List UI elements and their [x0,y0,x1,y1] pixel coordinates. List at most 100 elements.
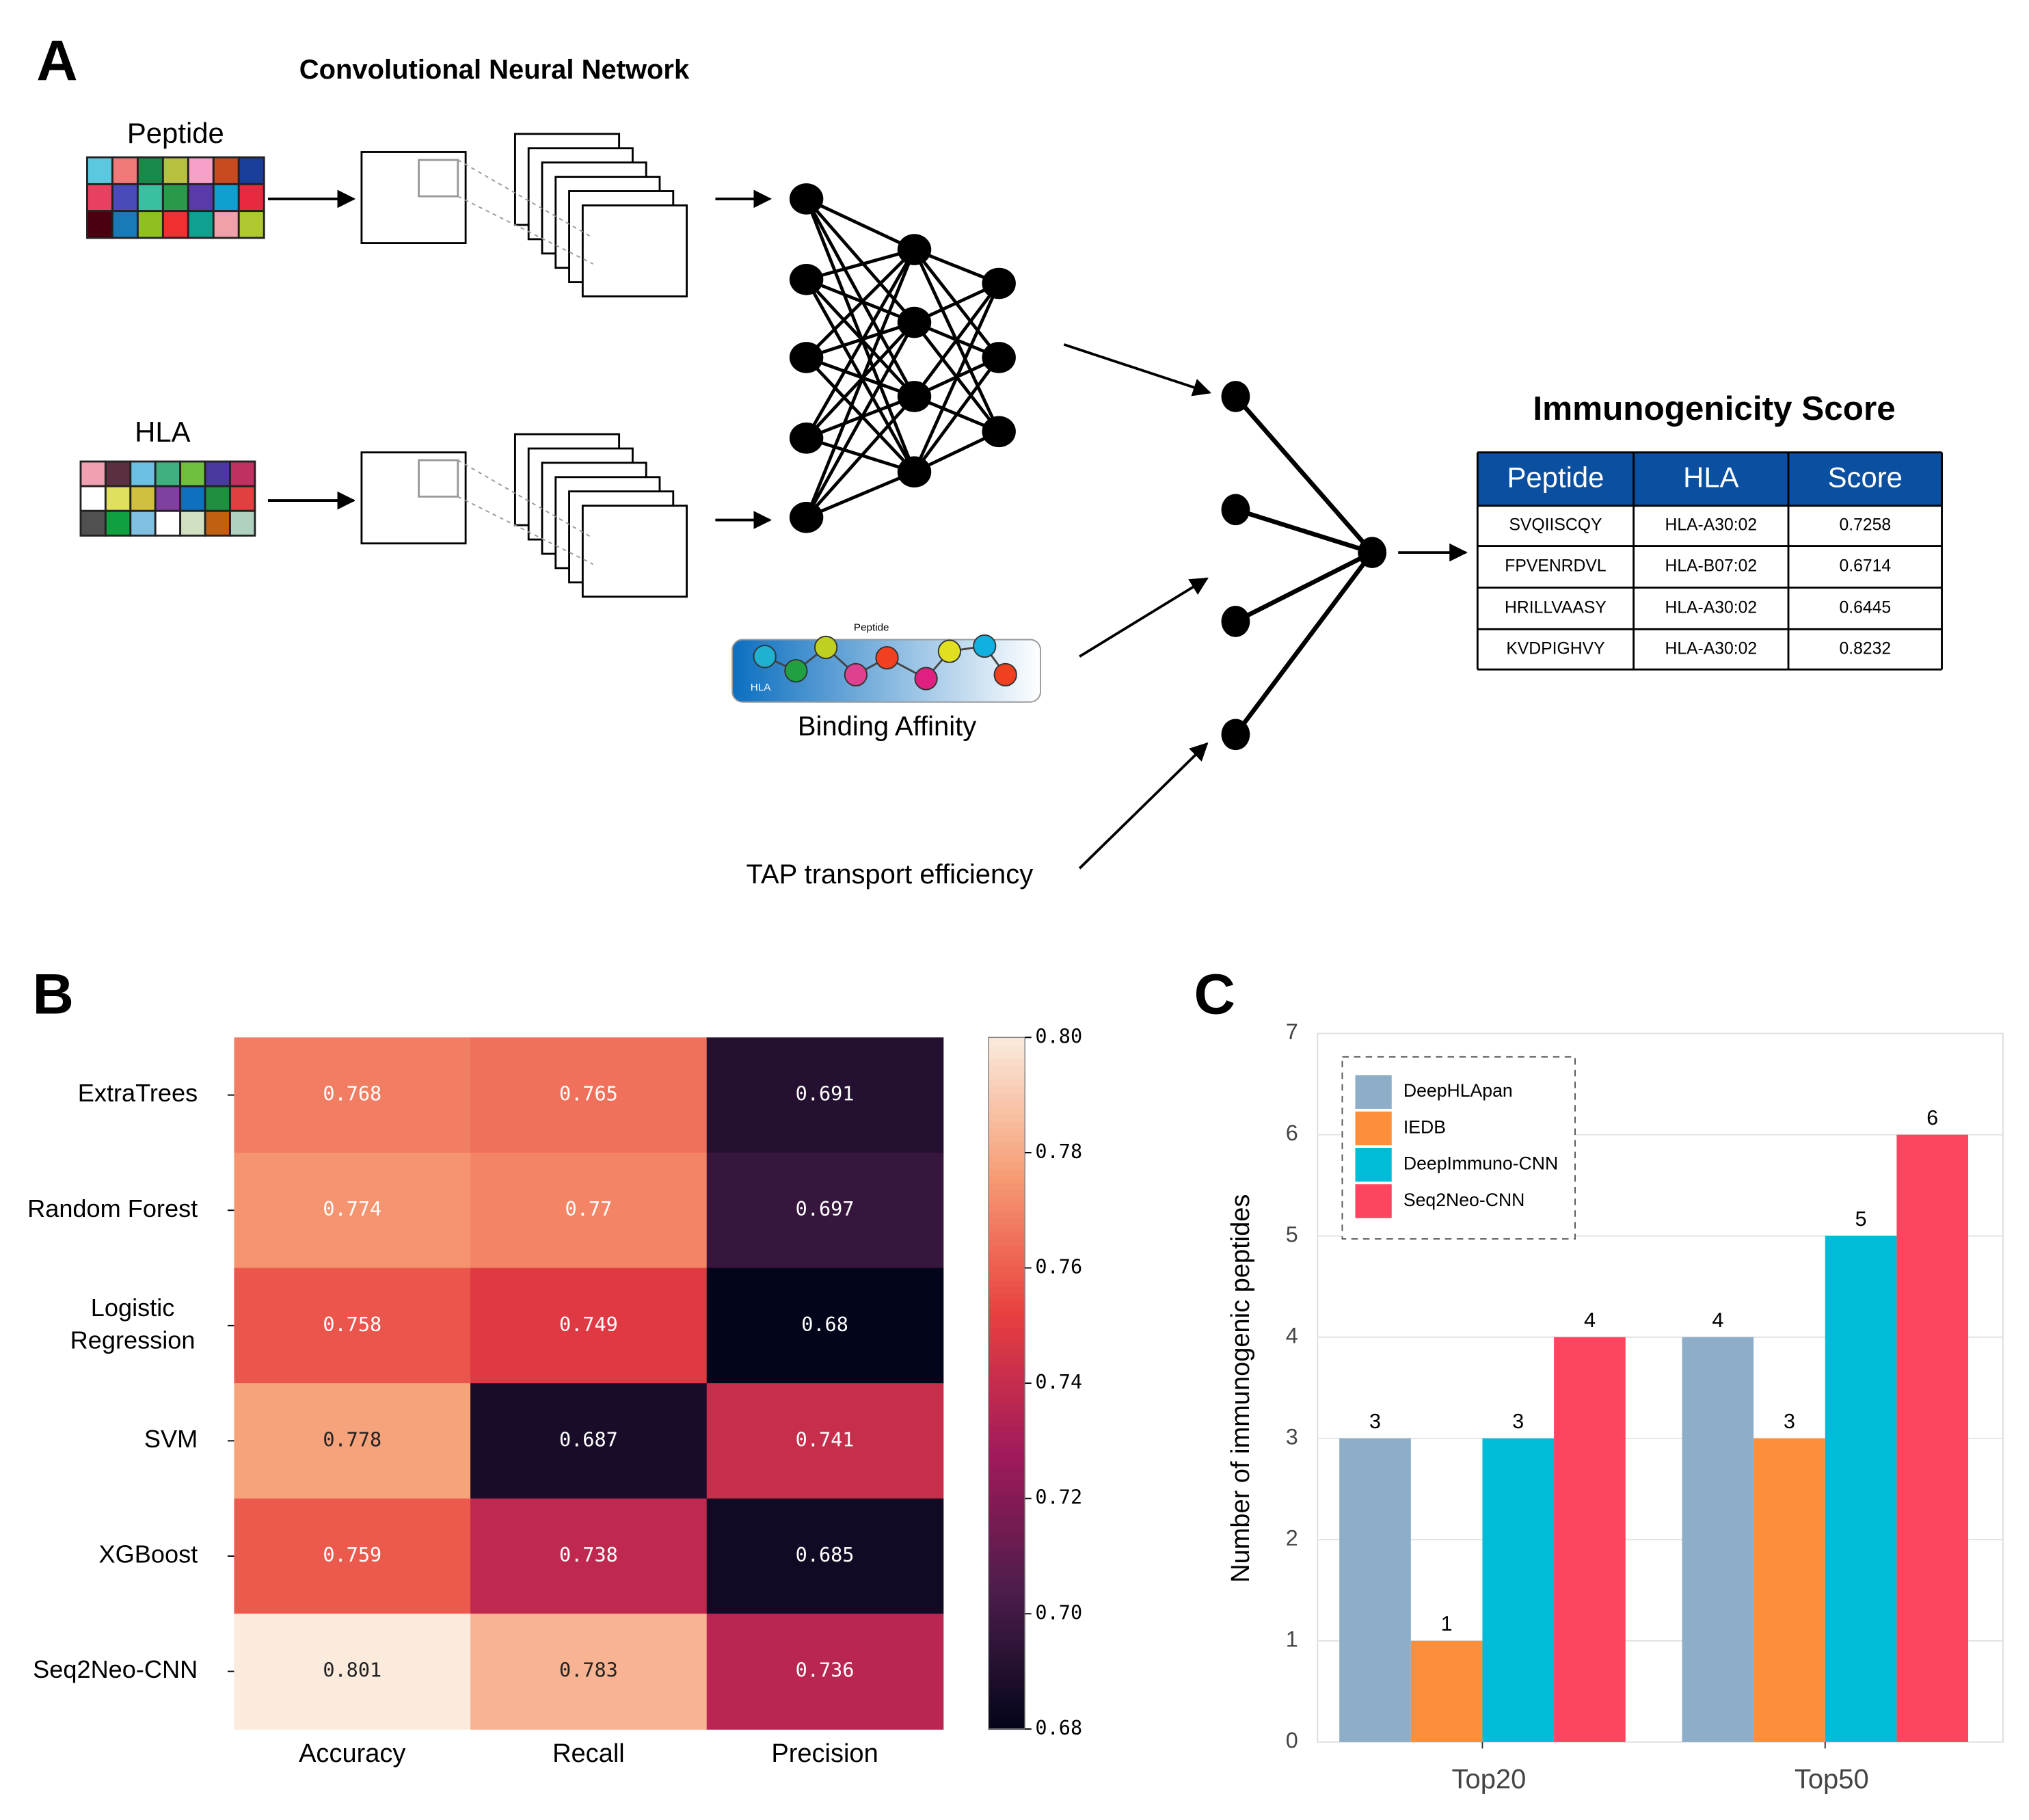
input-cell [187,210,215,239]
colorbar-step [988,1639,1025,1647]
colorbar-step [988,1175,1025,1183]
input-cell [237,183,265,213]
cell-label: 0.749 [559,1313,618,1336]
cell-label: 0.685 [796,1544,855,1566]
table-cell: 0.7258 [1839,516,1891,535]
colorbar-step [988,1286,1025,1294]
input-cell [129,509,157,537]
colorbar-step [988,1065,1025,1073]
input-cell [212,156,240,185]
y-tick-label: 3 [1286,1424,1298,1449]
heatmap-cell [234,1614,472,1730]
bead [784,659,808,683]
colorbar-step [988,1424,1025,1433]
legend-swatch [1355,1075,1392,1109]
colorbar-step [988,1583,1025,1592]
input-cell [187,183,215,213]
input-cell [161,210,189,239]
input-cell [129,485,157,512]
edge [805,248,916,359]
neuron [789,501,824,533]
heatmap-cell [706,1498,944,1615]
y-axis-label: Number of immunogenic peptides [1226,1194,1255,1583]
panel-label: C [1194,961,1235,1026]
row-label: XGBoost [99,1540,198,1568]
table-header: Score [1828,461,1903,494]
colorbar-step [988,1570,1025,1578]
cell-label: 0.758 [323,1313,381,1336]
input-cell [154,509,182,537]
table-header: HLA [1683,461,1738,494]
table-cell: 0.6445 [1839,598,1891,617]
colorbar-step [988,1348,1025,1356]
colorbar-step [988,1037,1025,1045]
neuron [1358,537,1387,568]
peptide-label: Peptide [127,117,224,149]
colorbar-tick-label: 0.68 [1035,1717,1082,1739]
colorbar-step [988,1196,1025,1205]
input-cell [204,460,231,487]
table-header: Peptide [1507,461,1604,494]
colorbar-step [988,1127,1025,1136]
colorbar-step [988,1652,1025,1661]
projection [457,496,593,565]
input-cell [136,183,164,213]
colorbar-step [988,1328,1025,1336]
colorbar-step [988,1625,1025,1633]
colorbar-step [988,1493,1025,1502]
colorbar-step [988,1086,1025,1094]
edge [1234,550,1373,624]
neuron [897,234,932,265]
cnn-title: Convolutional Neural Network [299,55,690,85]
colorbar-step [988,1148,1025,1156]
heatmap-cell [234,1152,472,1269]
table-cell: 0.6714 [1839,557,1891,576]
input-cell [229,485,256,512]
heatmap-cell [470,1152,708,1269]
column-label: Precision [771,1739,878,1768]
legend-swatch [1355,1111,1392,1146]
neuron [982,416,1016,448]
heatmap-cell [234,1268,472,1384]
input-cell [79,460,107,487]
input-cell [104,509,132,537]
neuron [789,422,824,454]
value-label: 4 [1712,1309,1723,1332]
input-cell [86,156,113,185]
colorbar-step [988,1203,1025,1212]
input-cell [161,156,189,185]
input-cell [229,460,256,487]
table-cell: SVQIISCQY [1509,516,1602,535]
table-cell: HLA-A30:02 [1665,639,1757,658]
colorbar-step [988,1445,1025,1454]
bar [1339,1438,1411,1742]
colorbar-step [988,1099,1025,1108]
legend-label: Seq2Neo-CNN [1403,1190,1525,1210]
colorbar-step [988,1431,1025,1440]
edge [1233,551,1374,736]
input-cell [161,183,189,213]
conv-input [360,451,467,545]
neuron [897,306,932,338]
cell-label: 0.768 [323,1083,381,1106]
cell-label: 0.736 [796,1659,855,1682]
colorbar-step [988,1632,1025,1640]
cell-label: 0.738 [559,1544,618,1566]
value-label: 6 [1926,1106,1938,1129]
colorbar-step [988,1480,1025,1488]
colorbar-step [988,1051,1025,1059]
colorbar-step [988,1659,1025,1668]
input-cell [104,460,132,487]
cell-label: 0.783 [559,1659,618,1682]
colorbar-step [988,1715,1025,1723]
colorbar-step [988,1120,1025,1128]
neuron [789,342,824,373]
value-label: 1 [1441,1612,1453,1635]
colorbar-step [988,1528,1025,1536]
edge [805,247,915,282]
input-cell [212,210,240,239]
input-cell [129,460,157,487]
colorbar-step [988,1259,1025,1267]
conv-kernel [418,459,459,498]
colorbar-step [988,1251,1025,1260]
